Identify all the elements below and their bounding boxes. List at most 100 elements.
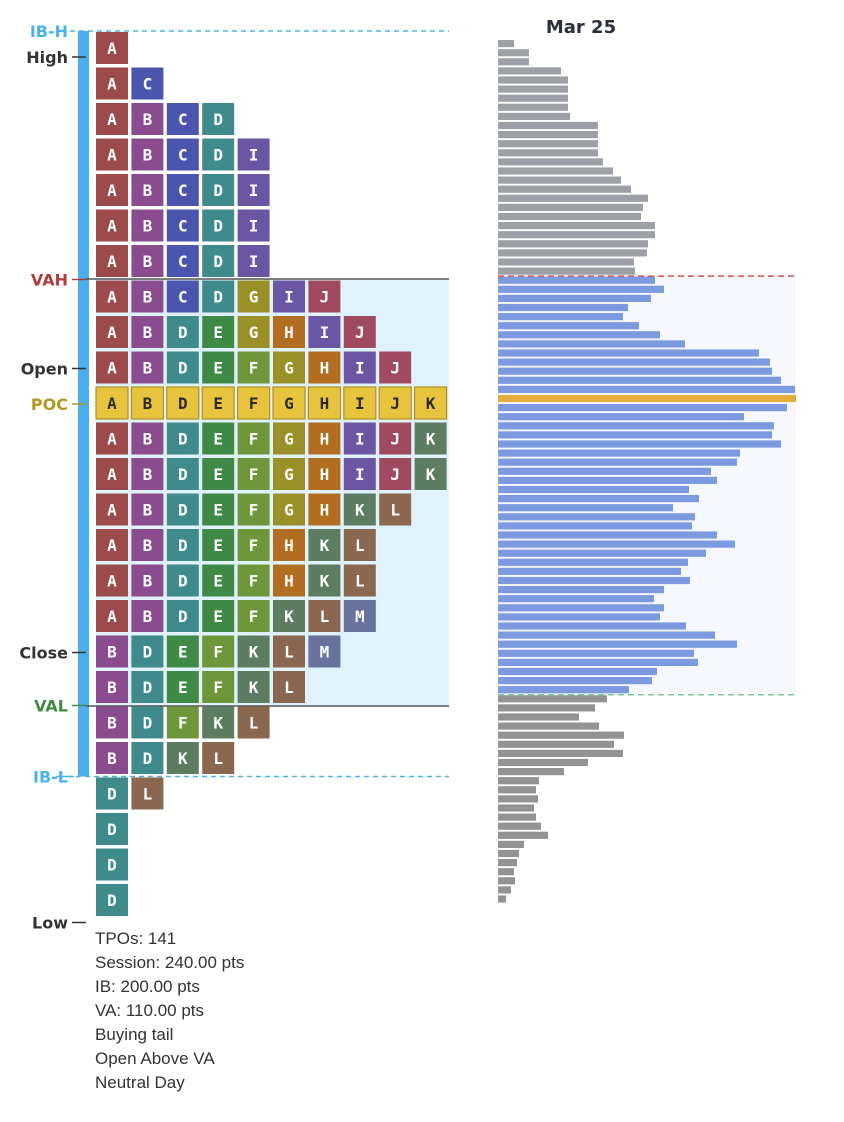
volume-bar-value-area <box>498 294 651 302</box>
tpo-cell-box <box>96 280 128 313</box>
tpo-letter: B <box>143 465 153 484</box>
tpo-cell-poc: I <box>343 386 377 420</box>
tpo-cell: C <box>166 174 199 206</box>
tpo-cell: M <box>343 600 376 632</box>
tpo-cell-box <box>343 386 377 420</box>
tpo-letter: J <box>390 430 400 449</box>
tpo-letter: H <box>320 465 330 484</box>
volume-bar-above-va <box>498 121 598 130</box>
stat-session-range: Session: 240.00 pts <box>95 953 245 972</box>
volume-bar-below-va <box>498 749 623 757</box>
tpo-cell-box <box>130 386 164 420</box>
volume-bar-value-area <box>498 658 698 666</box>
tpo-letter: E <box>213 572 223 591</box>
tpo-cell-box <box>343 600 376 632</box>
volume-bar-value-area <box>498 677 652 685</box>
tpo-cell-box <box>273 280 305 313</box>
volume-bar-value-area <box>498 504 673 512</box>
tpo-cell-box <box>237 209 270 242</box>
tpo-cell-box <box>131 138 164 171</box>
tpo-cell: K <box>202 706 235 739</box>
tpo-cell-box <box>96 32 128 64</box>
tpo-letter: D <box>178 607 188 626</box>
tpo-cell: G <box>237 280 270 313</box>
tpo-letter: F <box>249 359 259 378</box>
volume-bar-above-va <box>498 185 631 193</box>
tpo-letter: L <box>249 714 259 733</box>
tpo-cell-box <box>202 742 235 774</box>
tpo-letter: I <box>355 394 365 413</box>
tpo-cell-box <box>237 351 270 384</box>
volume-bar-value-area <box>498 467 711 475</box>
volume-bar-value-area <box>498 285 664 293</box>
level-labels: IB-H High VAH Open POC Close VAL IB-L Low <box>19 22 86 933</box>
tpo-cell-box <box>308 564 341 597</box>
tpo-cell-box <box>131 564 164 597</box>
tpo-letter: L <box>355 536 365 555</box>
tpo-cell-box <box>379 422 412 455</box>
tpo-cell: H <box>273 529 305 561</box>
tpo-cell-box <box>273 493 305 526</box>
tpo-letter: B <box>143 501 153 520</box>
tpo-cell-box <box>96 67 128 100</box>
tpo-cell-box <box>237 280 270 313</box>
volume-bar-value-area <box>498 458 737 466</box>
tpo-letter: J <box>390 359 400 378</box>
volume-bar-above-va <box>498 267 635 275</box>
tpo-cell-box <box>96 671 128 703</box>
tpo-cell: L <box>131 777 164 810</box>
tpo-letter: D <box>178 430 188 449</box>
tpo-letter: D <box>143 678 153 697</box>
tpo-cell-box <box>237 245 270 277</box>
tpo-cell: F <box>202 671 235 703</box>
tpo-cell: F <box>166 706 199 739</box>
tpo-cell-box <box>131 706 164 739</box>
tpo-cell: A <box>96 351 128 384</box>
tpo-cell-poc: G <box>272 386 306 420</box>
tpo-letter: F <box>249 607 259 626</box>
level-label-vah: VAH <box>31 271 68 290</box>
tpo-letter: I <box>284 288 294 307</box>
tpo-cell-box <box>96 529 128 561</box>
tpo-cell: I <box>237 209 270 242</box>
tpo-letter: I <box>249 181 259 200</box>
tpo-letter: B <box>143 252 153 271</box>
stat-open-type: Open Above VA <box>95 1049 215 1068</box>
tpo-letter: B <box>143 323 153 342</box>
tpo-letter: D <box>213 288 223 307</box>
tpo-letter: D <box>178 536 188 555</box>
tpo-cell-box <box>237 316 270 348</box>
tpo-cell-box <box>201 386 235 420</box>
volume-profile <box>498 40 796 903</box>
volume-bar-value-area <box>498 376 781 384</box>
tpo-cell: L <box>237 706 270 739</box>
tpo-cell-box <box>308 351 341 384</box>
tpo-cell-box <box>414 386 448 420</box>
volume-bar-above-va <box>498 131 598 139</box>
tpo-cell: D <box>202 209 235 242</box>
tpo-letter: D <box>143 749 153 768</box>
tpo-cell-box <box>237 174 270 206</box>
volume-bar-value-area <box>498 431 772 439</box>
tpo-cell: A <box>96 103 128 135</box>
tpo-cell-box <box>166 316 199 348</box>
tpo-cell: K <box>237 671 270 703</box>
tpo-cell: H <box>308 422 341 455</box>
tpo-cell-box <box>273 458 305 490</box>
tpo-cell: L <box>308 600 341 632</box>
level-label-ib-h: IB-H <box>30 22 68 41</box>
tpo-letter: M <box>320 643 330 662</box>
stat-va-range: VA: 110.00 pts <box>95 1001 204 1020</box>
tpo-cell: B <box>131 493 164 526</box>
tpo-cell: K <box>308 529 341 561</box>
tpo-letter: K <box>320 572 330 591</box>
tpo-cell-box <box>343 316 376 348</box>
volume-bar-below-va <box>498 722 599 730</box>
volume-bar-above-va <box>498 49 529 57</box>
tpo-letter: K <box>355 501 365 520</box>
tpo-cell-box <box>343 493 376 526</box>
tpo-cell-box <box>166 386 200 420</box>
volume-bar-value-area <box>498 495 699 503</box>
tpo-cell-box <box>308 316 341 348</box>
tpo-letter: H <box>320 359 330 378</box>
